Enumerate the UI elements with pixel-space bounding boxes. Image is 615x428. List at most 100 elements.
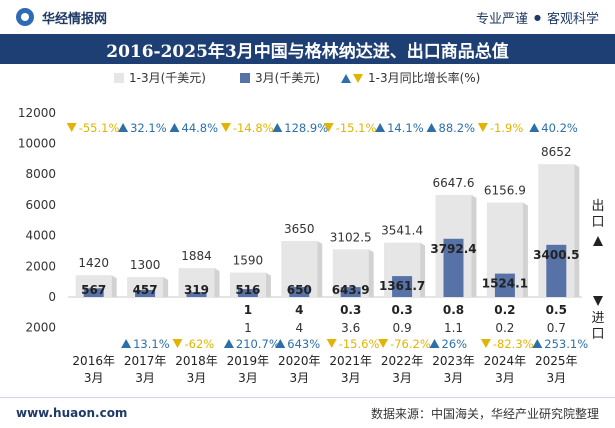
import-yoy-down-icon	[172, 339, 183, 348]
legend-up-icon	[341, 74, 351, 83]
export-total-label: 1884	[181, 249, 212, 263]
export-yoy-down-icon	[323, 123, 334, 132]
export-yoy-label: 14.1%	[387, 121, 424, 135]
export-total-bar-side	[214, 268, 220, 297]
export-total-bar-side	[471, 194, 477, 297]
export-yoy-up-icon	[529, 123, 540, 132]
import-total-label: 4	[295, 321, 303, 335]
footer-source: 数据来源：中国海关，华经产业研究院整理	[370, 406, 599, 421]
export-total-label: 3541.4	[381, 224, 423, 238]
export-total-label: 6647.6	[433, 176, 475, 190]
export-march-bar	[392, 276, 413, 297]
export-total-label: 3650	[284, 222, 315, 236]
export-march-label: 650	[287, 283, 312, 297]
side-label-export-char: 出	[591, 199, 604, 214]
export-total-label: 1300	[130, 258, 161, 272]
import-total-label: 0.9	[393, 321, 412, 335]
export-march-bar	[494, 273, 515, 297]
import-total-label: 0.7	[547, 321, 566, 335]
x-tick-label-year: 2020年	[278, 354, 321, 368]
export-march-label: 3792.4	[430, 242, 476, 256]
export-march-label: 643.9	[332, 283, 370, 297]
x-tick-label-month: 3月	[392, 371, 412, 385]
y-tick-label: 10000	[18, 137, 56, 151]
export-march-label: 457	[133, 283, 158, 297]
export-total-bar-side	[111, 275, 117, 297]
export-march-bar	[289, 287, 310, 297]
import-yoy-label: 643%	[287, 337, 320, 351]
export-march-label: 1361.7	[379, 279, 425, 293]
export-yoy-label: 128.9%	[284, 121, 328, 135]
x-tick-label-year: 2016年	[72, 354, 115, 368]
legend-march-label: 3月(千美元)	[255, 71, 320, 85]
export-march-bar	[340, 287, 361, 297]
slogan-left: 专业严谨	[475, 11, 528, 27]
legend-total-swatch	[114, 73, 124, 83]
export-yoy-label: -14.8%	[233, 121, 274, 135]
import-yoy-label: -62%	[185, 337, 215, 351]
import-march-label: 0.5	[546, 303, 567, 317]
export-total-bar-side	[522, 202, 528, 297]
import-march-label: 4	[295, 303, 303, 317]
import-yoy-down-icon	[326, 339, 337, 348]
export-yoy-up-icon	[272, 123, 283, 132]
x-tick-label-month: 3月	[546, 371, 566, 385]
import-yoy-up-icon	[121, 339, 132, 348]
export-march-bar	[237, 289, 258, 297]
x-tick-label-month: 3月	[84, 371, 104, 385]
export-yoy-up-icon	[426, 123, 437, 132]
export-total-label: 1590	[233, 254, 264, 268]
x-tick-label-year: 2024年	[484, 354, 527, 368]
import-yoy-label: 253.1%	[544, 337, 588, 351]
export-yoy-label: 32.1%	[130, 121, 167, 135]
export-march-label: 3400.5	[533, 248, 579, 262]
top-bar: 华经情报网 专业严谨 ● 客观科学	[0, 0, 615, 34]
x-tick-label-year: 2025年	[535, 354, 578, 368]
side-label-import-char: 口	[591, 327, 604, 342]
y-tick-label: 12000	[18, 106, 56, 120]
legend-total-label: 1-3月(千美元)	[129, 71, 206, 85]
import-arrow-down-icon	[593, 296, 603, 306]
import-yoy-down-icon	[480, 339, 491, 348]
export-yoy-down-icon	[477, 123, 488, 132]
x-tick-label-year: 2022年	[381, 354, 424, 368]
export-yoy-label: 88.2%	[439, 121, 476, 135]
chart-area: 1-3月(千美元) 3月(千美元) 1-3月同比增长率(%) 2000 0 2000 400…	[18, 70, 605, 385]
export-yoy-label: -1.9%	[490, 121, 523, 135]
slogan-right: 客观科学	[546, 11, 599, 27]
export-march-bar	[83, 288, 104, 297]
legend-march-swatch	[240, 73, 250, 83]
footer: www.huaon.com 数据来源：中国海关，华经产业研究院整理	[0, 397, 615, 428]
x-tick-label-year: 2021年	[329, 354, 372, 368]
import-yoy-up-icon	[532, 339, 543, 348]
import-total-label: 0.2	[495, 321, 514, 335]
brand: 华经情报网	[0, 8, 107, 27]
x-tick-label-year: 2017年	[124, 354, 167, 368]
x-tick-label-month: 3月	[341, 371, 361, 385]
import-march-label: 0.8	[443, 303, 464, 317]
export-total-bar-side	[265, 272, 271, 297]
export-total-label: 1420	[78, 256, 109, 270]
export-yoy-label: -15.1%	[336, 121, 377, 135]
x-tick-label-month: 3月	[187, 371, 207, 385]
export-yoy-label: 44.8%	[182, 121, 219, 135]
import-yoy-label: -82.3%	[493, 337, 534, 351]
export-yoy-up-icon	[169, 123, 180, 132]
export-total-bar-side	[420, 242, 426, 297]
y-tick-label: 8000	[25, 167, 56, 181]
legend-yoy-label: 1-3月同比增长率(%)	[368, 70, 480, 85]
export-yoy-up-icon	[375, 123, 386, 132]
footer-url[interactable]: www.huaon.com	[16, 406, 128, 420]
export-march-label: 1524.1	[482, 277, 528, 291]
import-yoy-down-icon	[378, 339, 389, 348]
x-tick-label-month: 3月	[495, 371, 515, 385]
export-march-bar	[135, 289, 156, 297]
export-total-label: 8652	[541, 145, 572, 159]
x-tick-label-year: 2023年	[432, 354, 475, 368]
y-tick-label: 2000	[25, 321, 56, 335]
export-total-bar-side	[368, 249, 374, 297]
y-tick-label: 0	[48, 290, 56, 304]
export-arrow-up-icon	[593, 236, 603, 246]
export-yoy-down-icon	[220, 123, 231, 132]
chart-title: 2016-2025年3月中国与格林纳达进、出口商品总值	[106, 41, 509, 62]
